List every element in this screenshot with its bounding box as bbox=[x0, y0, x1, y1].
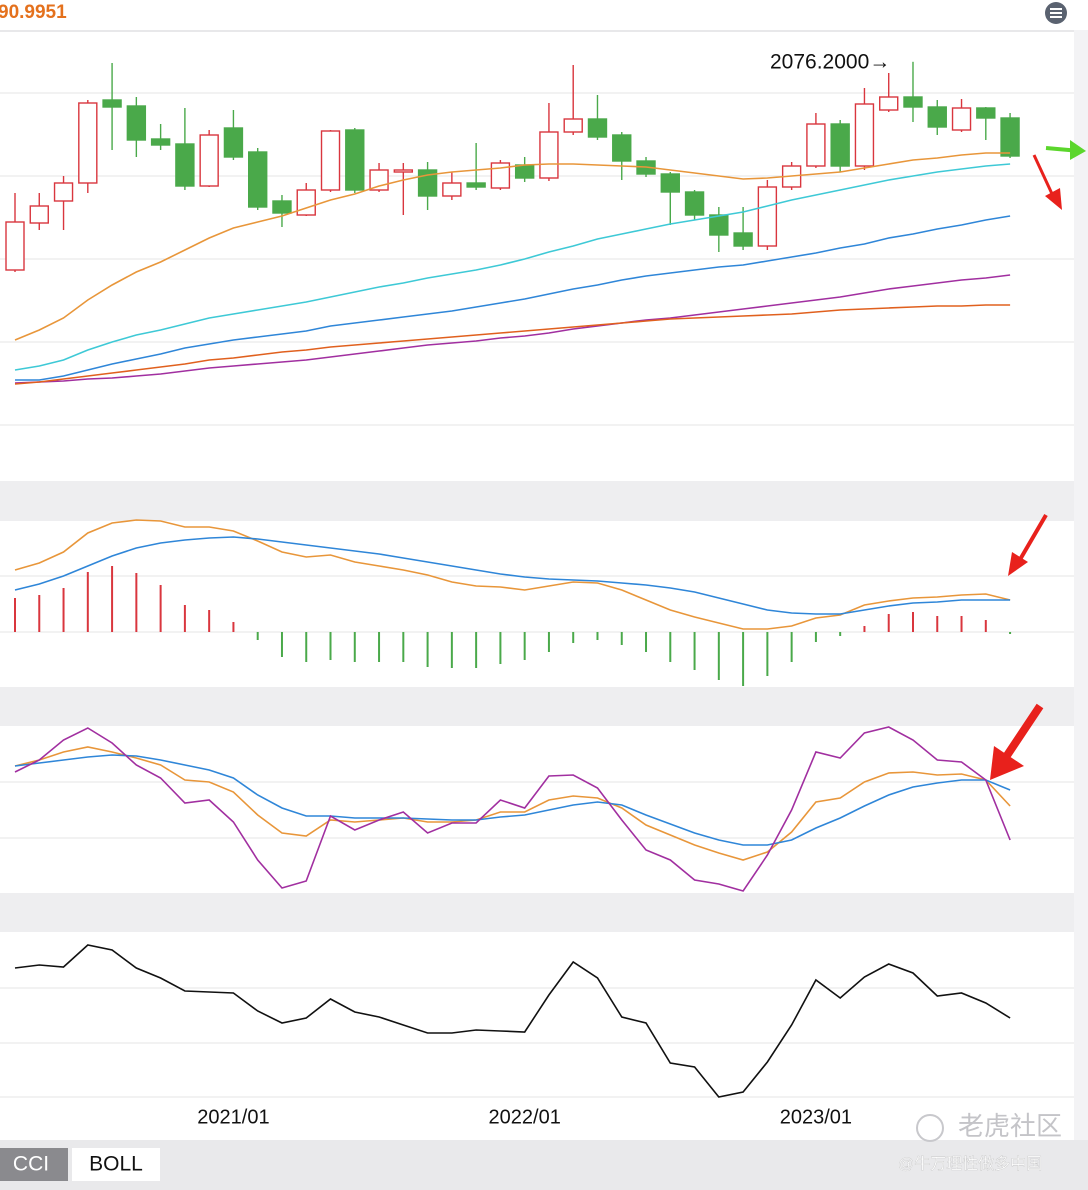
watermark-brand: 老虎社区 bbox=[958, 1111, 1062, 1141]
tab[interactable] bbox=[72, 1148, 160, 1181]
menu-icon-bar bbox=[1050, 16, 1062, 18]
line-series bbox=[14, 163, 1011, 371]
candle-body bbox=[320, 130, 341, 191]
tab-label: CCI bbox=[13, 1153, 49, 1176]
candle-body bbox=[854, 103, 875, 167]
candle-body bbox=[879, 96, 899, 111]
tab[interactable] bbox=[0, 1148, 68, 1181]
arrow-head bbox=[1045, 188, 1062, 210]
scroll-edge bbox=[1074, 30, 1088, 1140]
arrow bbox=[1016, 513, 1048, 565]
candle-body bbox=[247, 151, 268, 208]
candle-body bbox=[223, 127, 244, 158]
x-tick-label: 2023/01 bbox=[780, 1106, 852, 1128]
tab-label: BOLL bbox=[89, 1153, 143, 1176]
candle-body bbox=[126, 105, 147, 141]
candle-body bbox=[612, 134, 632, 162]
candle-body bbox=[539, 131, 559, 179]
line-series bbox=[14, 304, 1011, 385]
menu-icon-bar bbox=[1050, 8, 1062, 10]
candle-body bbox=[102, 99, 122, 108]
candle-body bbox=[442, 182, 462, 197]
line-series bbox=[14, 536, 1011, 615]
price-annotation: 2076.2000→ bbox=[770, 51, 890, 74]
candle-body bbox=[272, 200, 292, 214]
arrow bbox=[1032, 154, 1055, 197]
candle-body bbox=[660, 173, 680, 193]
candle-body bbox=[466, 182, 486, 188]
candle-body bbox=[296, 189, 316, 216]
tab-bar bbox=[0, 1140, 1088, 1190]
candle-body bbox=[757, 186, 778, 247]
candle-body bbox=[1000, 117, 1020, 157]
candle-body bbox=[369, 169, 389, 191]
arrow-head bbox=[990, 746, 1024, 780]
candle-body bbox=[733, 232, 753, 247]
candle-body bbox=[345, 129, 365, 191]
x-tick-label: 2021/01 bbox=[197, 1106, 269, 1128]
candle-body bbox=[393, 169, 414, 173]
candle-body bbox=[53, 182, 74, 202]
candle-body bbox=[927, 106, 947, 128]
candle-body bbox=[806, 123, 826, 167]
watermark-logo bbox=[916, 1114, 944, 1142]
candle-body bbox=[830, 123, 850, 167]
line-series bbox=[14, 152, 1011, 341]
arrow-head bbox=[1008, 552, 1028, 576]
arrows bbox=[990, 140, 1086, 780]
arrow-head bbox=[1070, 140, 1086, 160]
candle-body bbox=[976, 107, 996, 119]
candle-body bbox=[514, 164, 535, 179]
separator bbox=[0, 30, 1088, 32]
candle-body bbox=[684, 191, 705, 216]
menu-icon-bar bbox=[1050, 12, 1062, 14]
line-series bbox=[14, 944, 1011, 1098]
line-series bbox=[15, 215, 1011, 381]
candle-body bbox=[563, 118, 583, 133]
candle-body bbox=[199, 134, 219, 187]
watermark-author: @牛万理性做多中国 bbox=[898, 1155, 1042, 1173]
line-series bbox=[14, 746, 1011, 861]
line-series bbox=[14, 726, 1011, 892]
candle-body bbox=[587, 118, 608, 138]
candle-body bbox=[709, 214, 729, 236]
top-value: 90.9951 bbox=[0, 2, 67, 23]
candle-body bbox=[5, 221, 25, 271]
separator bbox=[0, 893, 1088, 932]
separator bbox=[0, 687, 1088, 726]
line-series bbox=[14, 754, 1011, 846]
x-tick-label: 2022/01 bbox=[489, 1106, 561, 1128]
candle-body bbox=[903, 96, 923, 108]
candle-body bbox=[175, 143, 195, 187]
arrow bbox=[1000, 703, 1044, 763]
candle-body bbox=[951, 107, 972, 131]
line-series bbox=[14, 274, 1011, 384]
candle-body bbox=[29, 205, 49, 224]
candle-body bbox=[490, 162, 511, 189]
separator bbox=[0, 481, 1088, 521]
candle-body bbox=[78, 102, 98, 184]
candle-body bbox=[150, 138, 171, 146]
grid bbox=[0, 92, 1074, 1098]
